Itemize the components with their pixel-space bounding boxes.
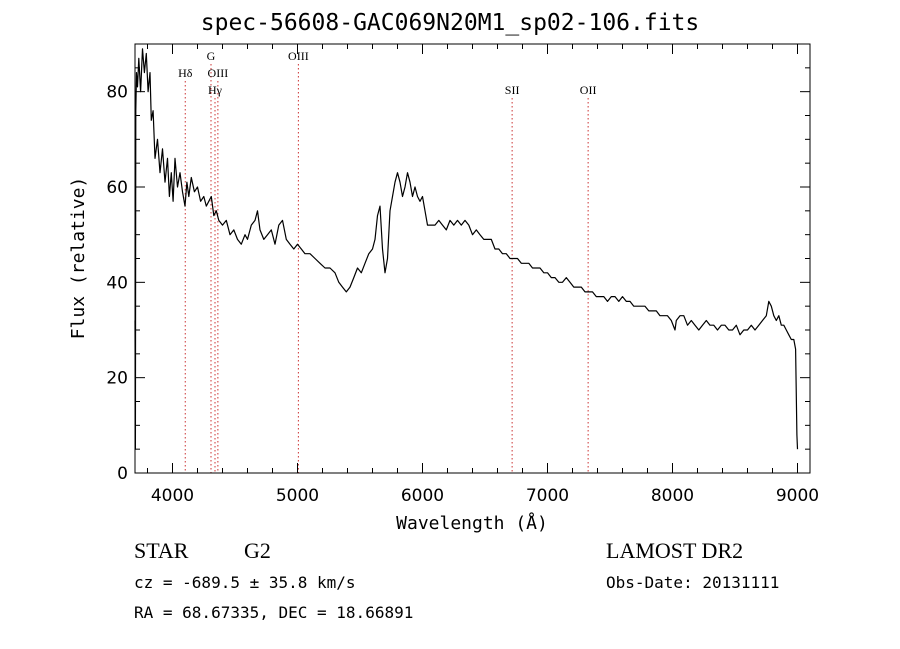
spectral-line-label: OII <box>580 83 597 97</box>
y-axis-label: Flux (relative) <box>68 177 89 340</box>
y-tick-label: 80 <box>106 83 128 103</box>
x-axis-label: Wavelength (Å) <box>396 512 548 534</box>
x-tick-label: 6000 <box>401 486 444 506</box>
spectral-line-label: SII <box>505 83 520 97</box>
spectral-line-label: Hγ <box>208 83 223 97</box>
x-tick-label: 8000 <box>651 486 694 506</box>
chart-title: spec-56608-GAC069N20M1_sp02-106.fits <box>200 10 700 36</box>
survey-label: LAMOST DR2 <box>606 538 744 563</box>
y-tick-label: 60 <box>106 178 128 198</box>
spectral-line-label: OIII <box>208 66 229 80</box>
y-tick-label: 40 <box>106 273 128 293</box>
plot-frame <box>134 43 811 474</box>
spectral-line-label: G <box>207 49 216 63</box>
spectral-line-label: Hδ <box>178 66 193 80</box>
x-tick-label: 4000 <box>151 486 194 506</box>
spectral-line-label: OIII <box>288 49 309 63</box>
x-tick-label: 9000 <box>776 486 819 506</box>
object-subclass-label: G2 <box>244 538 271 563</box>
x-tick-label: 7000 <box>526 486 569 506</box>
y-tick-label: 0 <box>117 464 128 484</box>
redshift-text: cz = -689.5 ± 35.8 km/s <box>134 573 356 592</box>
spectrum-line <box>134 48 799 450</box>
object-class-label: STAR <box>134 538 189 563</box>
x-tick-label: 5000 <box>276 486 319 506</box>
obs-date-text: Obs-Date: 20131111 <box>606 573 780 592</box>
y-tick-label: 20 <box>106 369 128 389</box>
ra-dec-text: RA = 68.67335, DEC = 18.66891 <box>134 603 414 622</box>
